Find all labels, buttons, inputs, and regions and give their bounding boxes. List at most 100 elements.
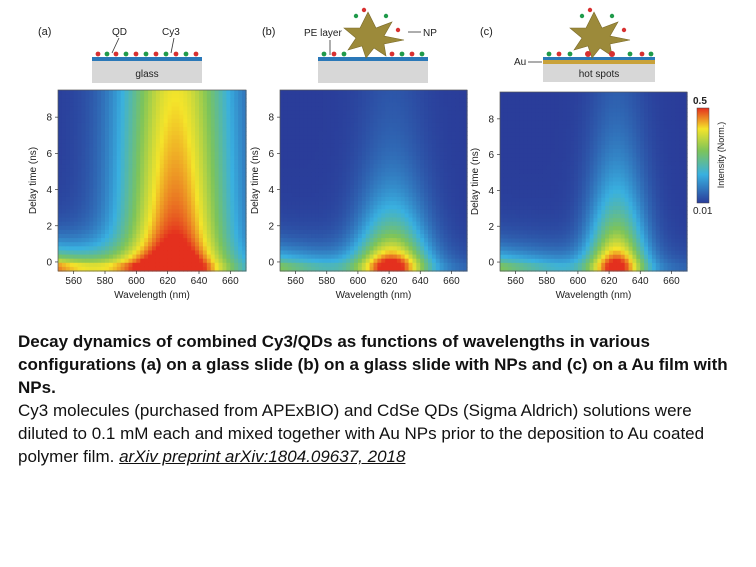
heatmap-cell — [500, 169, 505, 174]
heatmap-cell — [420, 213, 425, 219]
heatmap-cell — [428, 246, 433, 252]
heatmap-cell — [226, 254, 231, 260]
heatmap-cell — [58, 135, 63, 140]
heatmap-cell — [61, 229, 67, 235]
heatmap-cell — [404, 254, 410, 260]
callout-cy3: Cy3 — [162, 27, 180, 38]
heatmap-cell — [230, 238, 235, 243]
heatmap-cell — [519, 214, 524, 219]
heatmap-cell — [451, 225, 456, 231]
heatmap-cell — [183, 262, 188, 268]
heatmap-cell — [140, 159, 145, 165]
heatmap-cell — [369, 164, 375, 169]
heatmap-cell — [338, 176, 343, 182]
heatmap-cell — [424, 106, 429, 112]
heatmap-cell — [195, 94, 200, 99]
heatmap-cell — [385, 217, 390, 223]
heatmap-cell — [447, 229, 453, 235]
heatmap-cell — [295, 254, 301, 260]
heatmap-cell — [132, 135, 137, 140]
heatmap-cell — [459, 238, 464, 243]
heatmap-cell — [105, 159, 110, 165]
heatmap-cell — [322, 151, 328, 157]
heatmap-cell — [73, 262, 79, 268]
heatmap-cell — [136, 94, 141, 99]
heatmap-cell — [93, 151, 98, 157]
heatmap-cell — [287, 205, 293, 210]
heatmap-cell — [400, 155, 406, 161]
heatmap-cell — [346, 176, 351, 182]
heatmap-cell — [187, 102, 192, 108]
heatmap-cell — [443, 188, 449, 194]
heatmap-cell — [451, 196, 456, 202]
heatmap-cell — [77, 106, 83, 112]
heatmap-cell — [443, 196, 449, 202]
heatmap-cell — [369, 242, 375, 247]
heatmap-cell — [527, 148, 532, 154]
heatmap-cell — [416, 168, 421, 173]
heatmap-cell — [214, 159, 220, 165]
heatmap-cell — [354, 118, 359, 124]
heatmap-cell — [361, 238, 367, 243]
heatmap-cell — [515, 112, 521, 118]
heatmap-cell — [234, 221, 239, 227]
heatmap-cell — [527, 189, 532, 195]
heatmap-cell — [81, 143, 87, 149]
heatmap-cell — [299, 217, 304, 223]
heatmap-cell — [519, 246, 524, 252]
heatmap-cell — [97, 221, 102, 227]
heatmap-cell — [515, 262, 521, 268]
heatmap-cell — [385, 205, 390, 210]
heatmap-cell — [311, 94, 316, 99]
heatmap-cell — [112, 229, 118, 235]
heatmap-cell — [295, 102, 301, 108]
heatmap-cell — [326, 118, 332, 124]
heatmap-cell — [424, 262, 429, 268]
heatmap-cell — [108, 209, 114, 215]
heatmap-cell — [77, 209, 83, 215]
heatmap-cell — [523, 177, 528, 183]
heatmap-cell — [443, 254, 449, 260]
heatmap-cell — [455, 233, 460, 239]
heatmap-cell — [89, 135, 94, 140]
heatmap-cell — [124, 205, 130, 210]
heatmap-cell — [311, 246, 316, 252]
heatmap-cell — [459, 266, 464, 272]
heatmap-cell — [303, 135, 308, 140]
heatmap-cell — [175, 184, 181, 190]
heatmap-cell — [81, 213, 87, 219]
heatmap-cell — [222, 217, 228, 223]
heatmap-cell — [519, 161, 524, 166]
heatmap-cell — [171, 184, 177, 190]
heatmap-cell — [89, 102, 94, 108]
heatmap-cell — [124, 238, 130, 243]
heatmap-cell — [354, 168, 359, 173]
heatmap-cell — [155, 238, 161, 243]
heatmap-cell — [148, 122, 153, 128]
heatmap-cell — [542, 254, 548, 260]
heatmap-cell — [361, 217, 367, 223]
heatmap-cell — [69, 229, 75, 235]
heatmap-cell — [191, 250, 196, 256]
heatmap-cell — [455, 213, 460, 219]
heatmap-cell — [500, 144, 505, 150]
heatmap-cell — [346, 238, 351, 243]
heatmap-cell — [299, 184, 304, 190]
heatmap-cell — [404, 127, 410, 132]
heatmap-cell — [315, 242, 320, 247]
heatmap-cell — [97, 147, 102, 153]
heatmap-cell — [191, 184, 196, 190]
heatmap-cell — [338, 201, 343, 206]
heatmap-cell — [408, 94, 414, 99]
heatmap-cell — [558, 136, 563, 142]
heatmap-cell — [234, 184, 239, 190]
heatmap-cell — [342, 184, 347, 190]
heatmap-cell — [431, 151, 437, 157]
heatmap-cell — [455, 143, 460, 149]
heatmap-cell — [163, 90, 169, 95]
heatmap-cell — [152, 233, 157, 239]
heatmap-cell — [400, 106, 406, 112]
heatmap-cell — [65, 266, 71, 272]
heatmap-cell — [287, 254, 293, 260]
heatmap-cell — [210, 242, 216, 247]
